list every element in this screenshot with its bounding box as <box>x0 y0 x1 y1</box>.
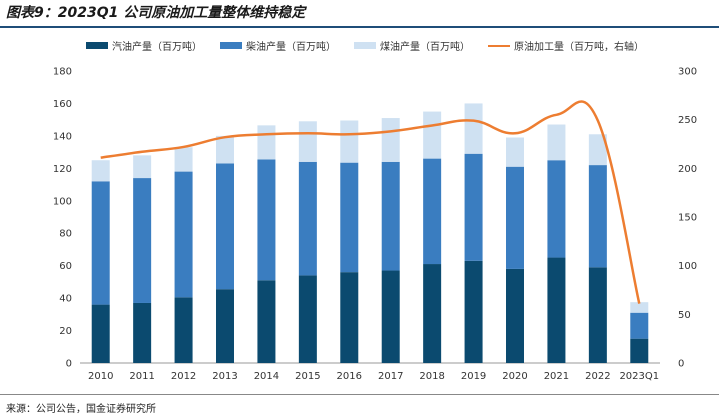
y-left-tick-label: 40 <box>59 294 72 305</box>
bar-segment-gasoline <box>630 338 649 363</box>
y-right-tick-label: 0 <box>678 359 684 370</box>
y-left-tick-label: 0 <box>66 359 72 370</box>
legend-item-crude: 原油加工量（百万吨，右轴） <box>488 38 644 53</box>
bar-segment-gasoline <box>133 302 152 363</box>
x-tick-label: 2022 <box>585 371 610 382</box>
bar-segment-kerosene <box>340 120 359 163</box>
y-left-tick-label: 120 <box>53 164 72 175</box>
y-left-tick-label: 180 <box>53 67 72 78</box>
x-tick-label: 2014 <box>254 371 279 382</box>
x-tick-label: 2011 <box>129 371 154 382</box>
bar-segment-diesel <box>174 171 193 298</box>
x-tick-label: 2015 <box>295 371 320 382</box>
legend-swatch-crude <box>488 44 510 47</box>
bar-segment-diesel <box>257 159 276 281</box>
bar-segment-gasoline <box>588 267 607 363</box>
bar-segment-diesel <box>216 163 234 290</box>
x-tick-label: 2021 <box>544 371 569 382</box>
bar-segment-diesel <box>423 158 442 265</box>
legend-label-crude: 原油加工量（百万吨，右轴） <box>514 42 644 53</box>
bar-segment-gasoline <box>298 275 317 363</box>
y-right-tick-label: 300 <box>678 67 697 78</box>
bar-segment-gasoline <box>506 268 524 363</box>
legend-item-diesel: 柴油产量（百万吨） <box>220 38 336 53</box>
bar-segment-kerosene <box>174 147 193 172</box>
bar-segment-gasoline <box>423 264 442 363</box>
bar-segment-kerosene <box>423 111 442 159</box>
bar-segment-diesel <box>340 162 359 273</box>
crude-processing-line <box>100 100 641 304</box>
legend-swatch-kerosene <box>354 42 376 49</box>
y-left-tick-label: 140 <box>53 131 72 142</box>
legend-label-diesel: 柴油产量（百万吨） <box>246 42 336 53</box>
x-tick-label: 2016 <box>337 371 362 382</box>
x-tick-label: 2010 <box>88 371 113 382</box>
y-right-tick-label: 250 <box>678 115 697 126</box>
bar-segment-diesel <box>91 181 110 305</box>
bar-segment-gasoline <box>464 260 483 363</box>
y-left-tick-label: 80 <box>59 229 72 240</box>
y-left-tick-label: 60 <box>59 261 72 272</box>
bar-segment-gasoline <box>174 297 193 363</box>
x-tick-label: 2013 <box>212 371 237 382</box>
bar-segment-kerosene <box>588 134 607 166</box>
bar-segment-diesel <box>588 165 607 268</box>
bar-segment-gasoline <box>91 304 110 363</box>
bar-segment-diesel <box>630 312 649 339</box>
bar-segment-gasoline <box>547 257 566 363</box>
bar-segment-diesel <box>381 161 400 271</box>
legend-label-kerosene: 煤油产量（百万吨） <box>380 42 470 53</box>
chart-title: 图表9：2023Q1 公司原油加工量整体维持稳定 <box>6 5 306 21</box>
source-rule <box>0 394 719 395</box>
x-tick-label: 2012 <box>171 371 196 382</box>
y-right-tick-label: 50 <box>678 310 691 321</box>
y-left-tick-label: 160 <box>53 99 72 110</box>
bar-segment-kerosene <box>547 124 566 161</box>
x-tick-label: 2023Q1 <box>619 371 659 382</box>
bar-segment-diesel <box>464 153 483 261</box>
bar-segment-kerosene <box>91 160 110 182</box>
legend-item-gasoline: 汽油产量（百万吨） <box>86 38 202 53</box>
legend-swatch-gasoline <box>86 42 108 49</box>
y-right-tick-label: 100 <box>678 261 697 272</box>
y-right-tick-label: 150 <box>678 213 697 224</box>
bar-segment-gasoline <box>340 272 359 363</box>
title-rule <box>0 26 719 28</box>
legend-swatch-diesel <box>220 42 242 49</box>
x-tick-label: 2017 <box>378 371 403 382</box>
bar-segment-kerosene <box>133 155 152 179</box>
bar-segment-diesel <box>298 161 317 276</box>
x-tick-label: 2019 <box>461 371 486 382</box>
bar-segment-kerosene <box>630 302 649 313</box>
legend-label-gasoline: 汽油产量（百万吨） <box>112 42 202 53</box>
x-tick-label: 2018 <box>419 371 444 382</box>
bar-segment-kerosene <box>257 125 276 160</box>
legend-item-kerosene: 煤油产量（百万吨） <box>354 38 470 53</box>
bar-segment-kerosene <box>216 135 234 164</box>
y-left-tick-label: 100 <box>53 196 72 207</box>
y-right-tick-label: 200 <box>678 164 697 175</box>
bar-segment-kerosene <box>506 137 524 167</box>
bar-segment-gasoline <box>257 280 276 363</box>
legend: 汽油产量（百万吨） 柴油产量（百万吨） 煤油产量（百万吨） 原油加工量（百万吨，… <box>86 38 644 53</box>
source-note: 来源：公司公告，国金证券研究所 <box>6 404 156 415</box>
bar-segment-gasoline <box>381 270 400 363</box>
bar-segment-diesel <box>133 178 152 303</box>
bar-segment-gasoline <box>216 289 234 363</box>
bar-segment-diesel <box>506 166 524 269</box>
x-tick-label: 2020 <box>502 371 527 382</box>
bar-segment-diesel <box>547 160 566 258</box>
bar-segment-kerosene <box>381 118 400 162</box>
bar-segment-kerosene <box>298 121 317 162</box>
y-left-tick-label: 20 <box>59 326 72 337</box>
bar-segment-kerosene <box>464 103 483 154</box>
